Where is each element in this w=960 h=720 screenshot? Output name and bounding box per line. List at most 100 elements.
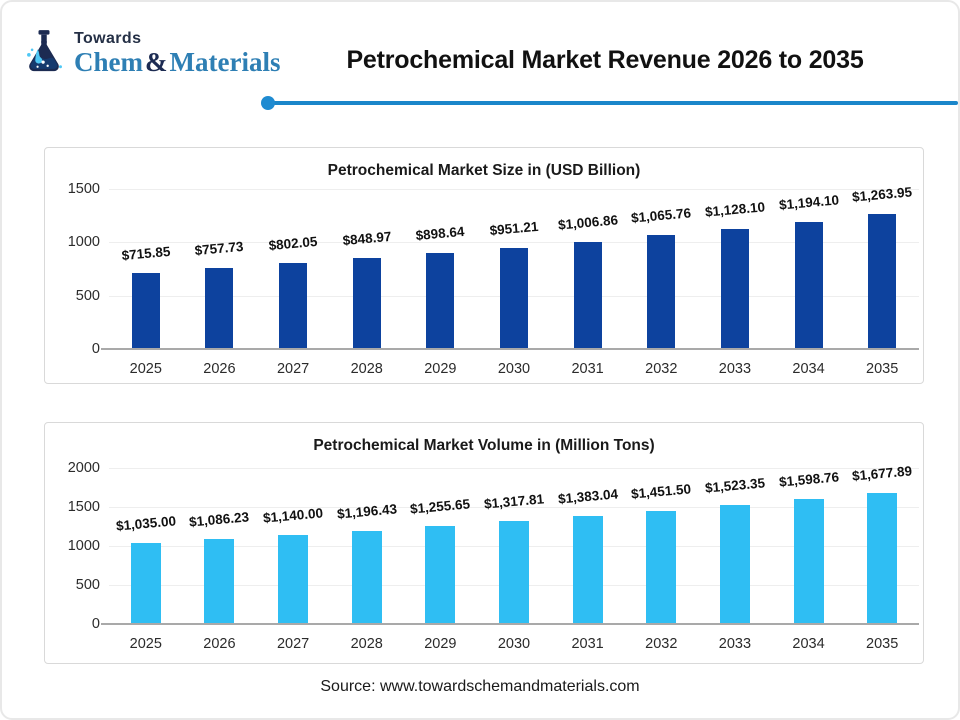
x-tick-label: 2034 (792, 361, 825, 377)
x-tick-label: 2033 (718, 636, 752, 652)
chart-title: Petrochemical Market Volume in (Million … (313, 437, 655, 454)
bar-value-label: $1,255.65 (409, 496, 471, 517)
x-tick-label: 2035 (866, 361, 899, 377)
x-tick-label: 2026 (203, 361, 236, 377)
x-tick-label: 2029 (424, 361, 457, 377)
bar (426, 253, 455, 348)
bar (352, 258, 381, 348)
gridline (109, 507, 919, 508)
bar (867, 493, 898, 623)
bar-value-label: $1,086.23 (188, 509, 251, 530)
logo-chem-materials-label: Chem&Materials (74, 48, 280, 76)
bar (204, 539, 235, 623)
bar-value-label: $1,317.81 (483, 491, 545, 512)
bar (351, 530, 382, 623)
x-tick-label: 2026 (203, 636, 236, 652)
logo-text: Towards Chem&Materials (74, 28, 280, 76)
bar-value-label: $1,677.89 (851, 463, 913, 484)
gridline (109, 468, 919, 469)
chart-title: Petrochemical Market Size in (USD Billio… (327, 162, 641, 179)
bar-value-label: $848.97 (341, 229, 392, 249)
bar-value-label: $898.64 (415, 224, 466, 244)
bar-value-label: $1,006.86 (557, 212, 619, 233)
x-tick-label: 2027 (276, 361, 310, 377)
bar (572, 516, 603, 623)
x-tick-label: 2027 (276, 636, 310, 652)
gridline (109, 242, 919, 244)
x-tick-label: 2032 (645, 636, 678, 652)
bar (793, 499, 824, 623)
bar (719, 505, 750, 623)
y-tick-label: 500 (75, 287, 100, 304)
bar-value-label: $951.21 (489, 218, 539, 238)
x-axis-line (101, 348, 919, 350)
logo-towards-label: Towards (74, 30, 142, 47)
bar-value-label: $1,035.00 (115, 513, 177, 534)
bar (131, 272, 160, 348)
page-title: Petrochemical Market Revenue 2026 to 203… (346, 46, 864, 74)
y-tick-label: 0 (91, 616, 100, 632)
bar-value-label: $1,065.76 (630, 205, 692, 226)
plot-area: 0 500 1000 1500 $715.85 2025 $757.73 2026 $802.0… (45, 148, 923, 383)
y-tick-label: 500 (75, 577, 100, 593)
brand-logo: Towards Chem&Materials (22, 28, 280, 78)
x-tick-label: 2030 (497, 636, 531, 652)
divider-dot-icon (261, 96, 275, 110)
x-tick-label: 2028 (350, 361, 383, 377)
logo-ampersand: & (145, 47, 168, 77)
bar-value-label: $1,194.10 (777, 192, 840, 213)
x-tick-label: 2033 (718, 361, 752, 377)
bar-value-label: $715.85 (120, 243, 171, 263)
bar (130, 543, 161, 623)
bar-value-label: $1,451.50 (630, 481, 692, 502)
bar-value-label: $757.73 (194, 239, 245, 259)
y-tick-label: 2000 (67, 460, 100, 476)
source-text: Source: www.towardschemandmaterials.com (320, 678, 640, 695)
bar (500, 247, 528, 348)
bar-value-label: $1,263.95 (851, 184, 913, 205)
bar (499, 521, 529, 623)
market-volume-chart-card: Petrochemical Market Volume in (Million … (44, 422, 924, 664)
bar (425, 526, 456, 623)
bar-value-label: $1,128.10 (704, 199, 766, 220)
bar (868, 214, 897, 348)
logo-chem: Chem (74, 47, 143, 77)
y-tick-label: 1000 (67, 538, 100, 554)
x-tick-label: 2025 (129, 361, 162, 377)
bar (646, 510, 677, 623)
x-tick-label: 2025 (129, 636, 162, 652)
x-tick-label: 2028 (350, 636, 383, 652)
bar-value-label: $1,383.04 (557, 486, 619, 507)
bar-value-label: $1,523.35 (704, 475, 766, 496)
x-tick-label: 2030 (497, 361, 531, 377)
bar (278, 535, 309, 623)
x-tick-label: 2031 (571, 636, 604, 652)
plot-area: 0 500 1000 1500 2000 $1,035.00 2025 $1,086.23 20… (45, 423, 923, 663)
bar-value-label: $1,196.43 (336, 501, 398, 522)
bar-value-label: $1,140.00 (262, 505, 324, 526)
bar (720, 228, 749, 348)
bar (279, 263, 308, 348)
gridline (109, 189, 919, 190)
y-tick-label: 1500 (67, 499, 100, 515)
bar-value-label: $802.05 (268, 234, 319, 254)
bar-value-label: $1,598.76 (777, 469, 840, 490)
market-size-chart-card: Petrochemical Market Size in (USD Billio… (44, 147, 924, 384)
x-tick-label: 2029 (424, 636, 457, 652)
logo-materials: Materials (169, 47, 281, 77)
title-divider-line (261, 96, 958, 110)
x-tick-label: 2032 (645, 361, 678, 377)
x-tick-label: 2034 (792, 636, 825, 652)
bar (647, 235, 676, 348)
flask-icon (27, 30, 62, 72)
x-tick-label: 2031 (571, 361, 604, 377)
bar (794, 221, 823, 348)
x-axis-line (101, 623, 919, 625)
y-tick-label: 1500 (67, 181, 100, 197)
x-tick-label: 2035 (866, 636, 899, 652)
y-tick-label: 0 (91, 341, 100, 357)
bar (205, 268, 234, 348)
bar (573, 241, 602, 348)
y-tick-label: 1000 (67, 234, 100, 251)
